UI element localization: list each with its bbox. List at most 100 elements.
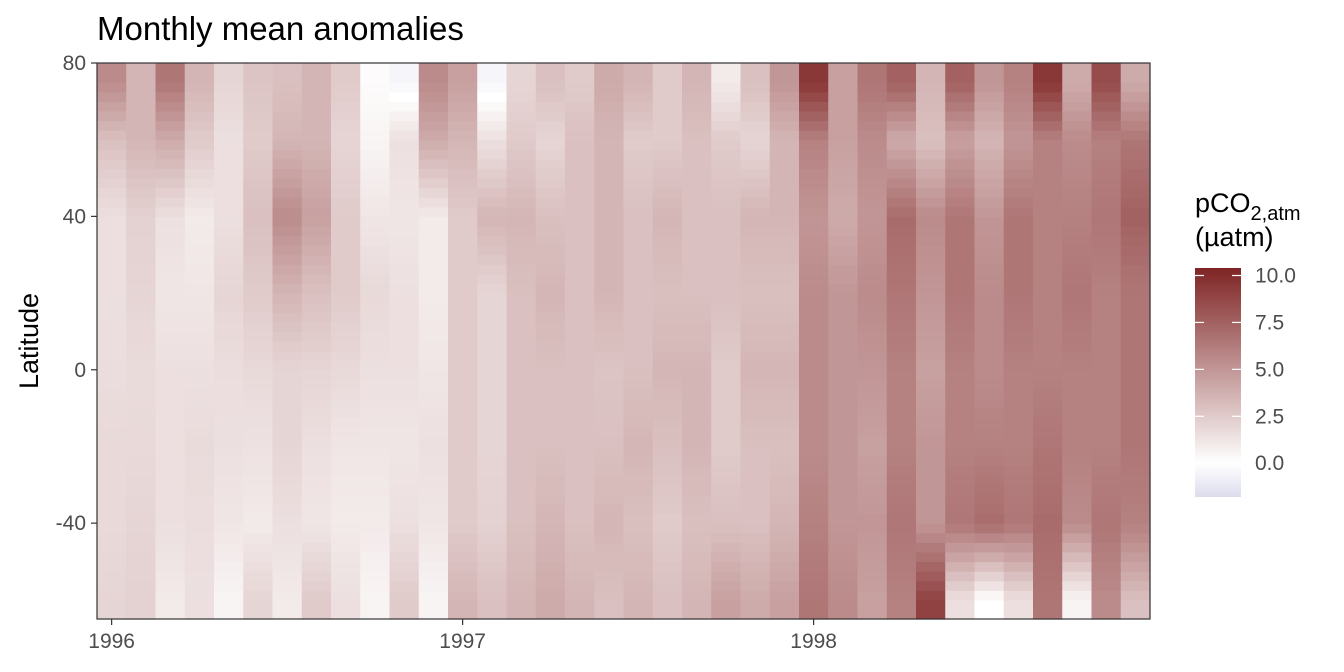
heatmap-cell <box>477 178 508 189</box>
heatmap-cell <box>155 139 186 150</box>
heatmap-cell <box>711 341 742 352</box>
heatmap-cell <box>418 542 449 553</box>
heatmap-cell <box>945 264 976 275</box>
heatmap-cell <box>272 360 303 371</box>
heatmap-cell <box>886 350 917 361</box>
heatmap-cell <box>448 580 478 591</box>
heatmap-cell <box>886 63 917 74</box>
heatmap-cell <box>243 417 274 428</box>
heatmap-cell <box>799 110 829 122</box>
heatmap-cell <box>711 293 742 304</box>
heatmap-cell <box>448 283 478 294</box>
heatmap-cell <box>711 149 742 160</box>
heatmap-cell <box>623 254 654 265</box>
heatmap-cell <box>1091 417 1122 428</box>
heatmap-cell <box>652 245 683 256</box>
heatmap-cell <box>360 599 391 611</box>
legend: pCO2,atm (µatm) 10.07.55.02.50.0 <box>1195 188 1301 497</box>
heatmap-cell <box>799 331 829 342</box>
heatmap-cell <box>448 158 478 170</box>
heatmap-cell <box>97 571 127 582</box>
heatmap-cell <box>272 130 303 141</box>
heatmap-cell <box>506 494 537 505</box>
heatmap-cell <box>945 149 976 160</box>
heatmap-cell <box>1120 427 1151 438</box>
heatmap-cell <box>799 235 829 246</box>
heatmap-cell <box>623 609 654 620</box>
heatmap-cell <box>682 465 712 476</box>
heatmap-cell <box>711 130 742 141</box>
heatmap-cell <box>331 456 361 467</box>
heatmap-cell <box>97 225 127 237</box>
heatmap-cell <box>360 580 391 591</box>
heatmap-cell <box>535 561 566 572</box>
heatmap-cell <box>301 542 332 553</box>
heatmap-cell <box>477 293 508 304</box>
heatmap-cell <box>974 494 1005 505</box>
heatmap-cell <box>974 331 1005 342</box>
heatmap-cell <box>360 398 391 409</box>
heatmap-cell <box>1091 120 1122 131</box>
heatmap-cell <box>1003 120 1034 131</box>
heatmap-cell <box>1062 408 1093 419</box>
heatmap-cell <box>184 379 215 390</box>
heatmap-cell <box>1062 341 1093 352</box>
heatmap-cell <box>331 561 361 572</box>
heatmap-cell <box>711 408 742 419</box>
heatmap-cell <box>126 216 157 227</box>
heatmap-cell <box>331 465 361 476</box>
heatmap-cell <box>974 609 1005 620</box>
heatmap-cell <box>477 168 508 179</box>
heatmap-cell <box>184 110 215 122</box>
heatmap-cell <box>184 197 215 208</box>
heatmap-cell <box>448 321 478 333</box>
heatmap-cell <box>97 398 127 409</box>
heatmap-cell <box>155 494 186 505</box>
heatmap-cell <box>1062 350 1093 361</box>
heatmap-cell <box>594 398 625 409</box>
heatmap-cell <box>799 168 829 179</box>
heatmap-cell <box>243 465 274 476</box>
heatmap-cell <box>828 254 859 265</box>
heatmap-cell <box>477 91 508 102</box>
heatmap-cell <box>916 110 946 122</box>
heatmap-cell <box>916 293 946 304</box>
heatmap-cell <box>945 187 976 198</box>
heatmap-cell <box>1120 523 1151 534</box>
heatmap-cell <box>1062 609 1093 620</box>
heatmap-cell <box>652 427 683 438</box>
heatmap-cell <box>272 484 303 495</box>
heatmap-cell <box>886 542 917 553</box>
heatmap-cell <box>331 580 361 591</box>
heatmap-cell <box>711 312 742 323</box>
heatmap-cell <box>682 523 712 534</box>
heatmap-cell <box>477 283 508 294</box>
heatmap-cell <box>1062 245 1093 256</box>
heatmap-cell <box>126 245 157 256</box>
heatmap-cell <box>360 225 391 237</box>
heatmap-cell <box>301 503 332 515</box>
heatmap-cell <box>682 216 712 227</box>
heatmap-cell <box>1003 264 1034 275</box>
heatmap-cell <box>155 254 186 265</box>
heatmap-cell <box>331 197 361 208</box>
heatmap-cell <box>623 590 654 601</box>
heatmap-cell <box>448 216 478 227</box>
heatmap-cell <box>506 158 537 170</box>
heatmap-cell <box>916 321 946 333</box>
heatmap-cell <box>740 110 771 122</box>
heatmap-cell <box>886 216 917 227</box>
heatmap-cell <box>623 293 654 304</box>
heatmap-cell <box>418 609 449 620</box>
heatmap-cell <box>857 206 888 217</box>
heatmap-cell <box>945 168 976 179</box>
heatmap-cell <box>974 254 1005 265</box>
heatmap-cell <box>184 436 215 448</box>
heatmap-cell <box>652 168 683 179</box>
heatmap-cell <box>155 206 186 217</box>
heatmap-cell <box>828 158 859 170</box>
heatmap-cell <box>418 149 449 160</box>
heatmap-cell <box>272 254 303 265</box>
heatmap-cell <box>535 216 566 227</box>
heatmap-cell <box>799 408 829 419</box>
